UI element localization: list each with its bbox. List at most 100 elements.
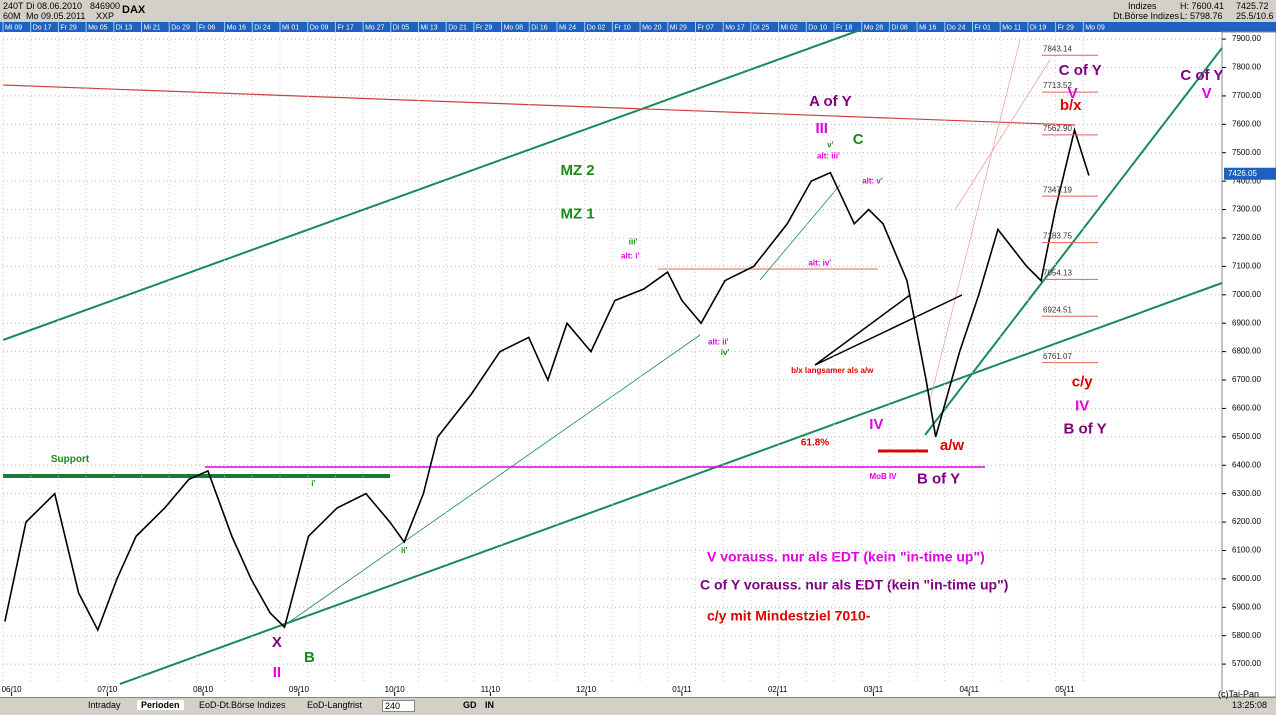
strip-label: Mo 17	[725, 24, 745, 31]
strip-label: Mo 27	[365, 24, 385, 31]
note: V vorauss. nur als EDT (kein "in-time up…	[707, 549, 985, 565]
annotation: C	[853, 131, 864, 148]
tab[interactable]: Intraday	[88, 700, 121, 710]
header: 240T Di 08.06.2010 60M Mo 09.05.2011 846…	[0, 0, 1276, 22]
strip-label: Do 21	[448, 24, 467, 31]
strip-label: Mi 02	[781, 24, 798, 31]
annotation: i'	[311, 479, 315, 488]
annotation: C of Y	[1059, 62, 1102, 79]
tab[interactable]: EoD-Langfrist	[307, 700, 363, 710]
level-label: 7054.13	[1043, 269, 1072, 278]
annotation: III	[815, 120, 828, 137]
annotation: A of Y	[809, 93, 852, 110]
level-label: 7843.14	[1043, 44, 1072, 53]
thin-line	[929, 39, 1021, 401]
channel-lower	[119, 282, 1223, 685]
copyright: (c)Tai-Pan	[1218, 689, 1260, 699]
x-tick-label: 12/10	[576, 685, 597, 694]
strip-label: Fr 07	[698, 24, 714, 31]
strip-label: Mi 24	[559, 24, 576, 31]
chart: V vorauss. nur als EDT (kein "in-time up…	[0, 22, 1276, 697]
annotation: b/x langsamer als a/w	[791, 366, 874, 375]
strip-label: Mo 05	[88, 24, 108, 31]
annotation: C of Y	[1180, 67, 1223, 84]
from-date: Di 08.06.2010	[26, 1, 83, 11]
annotation: V	[1202, 85, 1212, 102]
interval-select[interactable]: 240	[382, 700, 416, 712]
channel-upper	[2, 29, 861, 341]
price-axis	[1221, 31, 1276, 697]
annotation: MZ 2	[560, 162, 594, 179]
annotation: b/x	[1060, 97, 1082, 114]
arrow	[814, 294, 911, 366]
level-label: 7183.75	[1043, 232, 1072, 241]
x-tick-label: 06/10	[2, 685, 23, 694]
y-tick-label: 7400.00	[1232, 176, 1261, 185]
strip-label: Fr 01	[975, 24, 991, 31]
y-tick-label: 5800.00	[1232, 631, 1261, 640]
strip-label: Di 05	[393, 24, 409, 31]
x-tick-label: 10/10	[385, 685, 406, 694]
strip-label: Do 02	[587, 24, 606, 31]
current-price-label: 7426.05	[1228, 169, 1257, 178]
y-tick-label: 5700.00	[1232, 659, 1261, 668]
y-tick-label: 7200.00	[1232, 233, 1261, 242]
strip-label: Mi 01	[282, 24, 299, 31]
strip-label: Di 25	[753, 24, 769, 31]
strip-label: Do 09	[310, 24, 329, 31]
y-tick-label: 6600.00	[1232, 404, 1261, 413]
tab[interactable]: Perioden	[137, 700, 184, 710]
y-tick-label: 5900.00	[1232, 602, 1261, 611]
strip-label: Mo 08	[504, 24, 524, 31]
strip-label: Mo 28	[864, 24, 884, 31]
annotation: II	[273, 664, 281, 681]
annotation: Support	[51, 454, 90, 465]
market: Dt.Börse Indizes	[1113, 11, 1180, 21]
strip-label: Fr 06	[199, 24, 215, 31]
annotation: alt: i'	[621, 252, 639, 261]
trendline	[924, 47, 1223, 436]
annotation: alt: ii'	[708, 338, 729, 347]
footer: Intraday Perioden EoD-Dt.Börse Indizes EoD-…	[0, 689, 1276, 715]
code: 846900	[90, 1, 121, 11]
note: c/y mit Mindestziel 7010-	[707, 608, 871, 624]
strip-label: Mo 16	[227, 24, 247, 31]
annotation: alt: v'	[862, 177, 883, 186]
x-tick-label: 08/10	[193, 685, 214, 694]
annotation: a/w	[940, 437, 965, 454]
strip-label: Mi 13	[421, 24, 438, 31]
y-tick-label: 7700.00	[1232, 91, 1261, 100]
annotation: MZ 1	[560, 205, 594, 222]
strip-label: Do 10	[808, 24, 827, 31]
annotation: iv'	[721, 348, 730, 357]
y-tick-label: 6700.00	[1232, 375, 1261, 384]
y-tick-label: 7800.00	[1232, 63, 1261, 72]
level-label: 6761.07	[1043, 352, 1072, 361]
button[interactable]: GD	[463, 700, 477, 710]
x-tick-label: 03/11	[864, 685, 884, 694]
strip-label: Fr 29	[60, 24, 76, 31]
annotation: v'	[827, 140, 833, 149]
y-tick-label: 7900.00	[1232, 34, 1261, 43]
tab[interactable]: EoD-Dt.Börse Indizes	[199, 700, 286, 710]
strip-label: Do 24	[947, 24, 966, 31]
arrow	[814, 294, 963, 366]
y-tick-label: 6000.00	[1232, 574, 1261, 583]
strip-label: Mo 11	[1002, 24, 1021, 31]
strip-label: Do 29	[171, 24, 190, 31]
y-tick-label: 6400.00	[1232, 460, 1261, 469]
level-label: 7713.52	[1043, 81, 1072, 90]
y-tick-label: 6100.00	[1232, 546, 1261, 555]
button[interactable]: IN	[485, 700, 494, 710]
y-tick-label: 6900.00	[1232, 318, 1261, 327]
date-strip	[0, 22, 1276, 32]
to-date: Mo 09.05.2011	[26, 11, 86, 21]
strip-label: Mi 16	[919, 24, 936, 31]
instrument: DAX	[122, 4, 146, 16]
annotation: alt: iii'	[817, 152, 840, 161]
x-tick-label: 01/11	[672, 685, 692, 694]
annotation: B of Y	[917, 471, 960, 488]
drawings	[2, 29, 1223, 685]
x-tick-label: 02/11	[768, 685, 788, 694]
level-label: 6924.51	[1043, 305, 1072, 314]
